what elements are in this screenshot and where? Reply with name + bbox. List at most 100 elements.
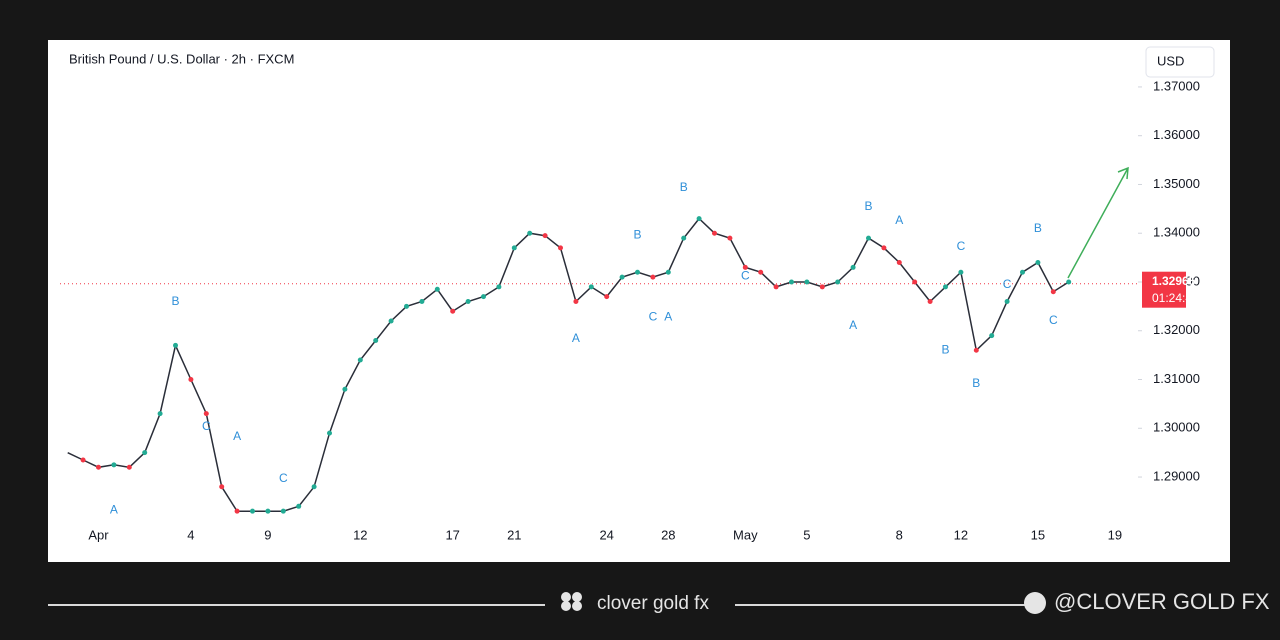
- price-point: [866, 235, 871, 241]
- price-point: [681, 235, 687, 241]
- price-point: [1020, 269, 1025, 275]
- x-tick-label: 24: [599, 527, 613, 542]
- price-point: [558, 245, 563, 251]
- wave-label: C: [1049, 313, 1058, 327]
- x-tick-label: 21: [507, 527, 521, 542]
- wave-label: C: [741, 268, 750, 282]
- wave-label: C: [649, 309, 658, 323]
- price-point: [989, 333, 995, 339]
- price-point: [958, 269, 964, 275]
- price-point: [773, 284, 779, 290]
- clover-icon: [561, 592, 582, 611]
- price-point: [173, 342, 178, 348]
- currency-label: USD: [1157, 53, 1184, 68]
- y-tick-label: 1.37000: [1153, 78, 1200, 93]
- wave-label: C: [957, 239, 966, 253]
- x-tick-label: 12: [954, 527, 968, 542]
- price-point: [927, 298, 933, 304]
- y-tick-label: 1.31000: [1153, 371, 1200, 386]
- price-point: [157, 411, 163, 417]
- price-point: [1066, 279, 1072, 285]
- price-point: [404, 303, 409, 309]
- price-point: [1050, 289, 1056, 295]
- price-point: [835, 279, 841, 285]
- wave-label: B: [1034, 221, 1042, 235]
- price-point: [203, 411, 209, 417]
- x-tick-label: 28: [661, 527, 675, 542]
- price-point: [1004, 298, 1010, 304]
- price-point: [219, 484, 225, 490]
- price-point: [357, 357, 363, 363]
- x-tick-label: 9: [264, 527, 271, 542]
- price-point: [296, 503, 302, 509]
- price-point: [527, 230, 533, 236]
- price-point: [188, 377, 194, 383]
- chart-panel: [48, 40, 1230, 562]
- y-tick-label: 1.32000: [1153, 322, 1200, 337]
- footer-handle: @CLOVER GOLD FX: [1054, 589, 1270, 614]
- wave-label: C: [1003, 277, 1012, 291]
- price-point: [327, 430, 332, 436]
- price-point: [727, 235, 733, 241]
- price-point: [665, 269, 671, 275]
- price-point: [265, 508, 271, 514]
- footer-brand: clover gold fx: [597, 593, 709, 614]
- price-point: [850, 264, 856, 270]
- price-point: [789, 279, 794, 285]
- price-point: [465, 298, 471, 304]
- x-tick-label: 19: [1108, 527, 1122, 542]
- price-point: [712, 230, 717, 236]
- y-tick-label: 1.34000: [1153, 225, 1200, 240]
- price-point: [419, 298, 425, 304]
- y-tick-label: 1.29000: [1153, 468, 1200, 483]
- price-point: [742, 264, 748, 270]
- price-point: [373, 338, 379, 344]
- x-tick-label: 8: [896, 527, 903, 542]
- wave-label: B: [171, 294, 179, 308]
- x-tick-label: 17: [445, 527, 459, 542]
- y-tick-label: 1.35000: [1153, 176, 1200, 191]
- y-tick-label: 1.30000: [1153, 420, 1200, 435]
- wave-label: C: [279, 471, 288, 485]
- x-tick-label: 12: [353, 527, 367, 542]
- price-point: [280, 508, 286, 514]
- wave-label: A: [664, 309, 672, 323]
- price-point: [388, 318, 394, 324]
- price-point: [542, 233, 548, 239]
- wave-label: A: [572, 331, 580, 345]
- last-price-label: 1.32965: [1152, 274, 1196, 288]
- price-point: [912, 279, 918, 285]
- price-point: [80, 457, 86, 463]
- price-point: [234, 508, 240, 514]
- price-point: [588, 284, 594, 290]
- wave-label: B: [972, 376, 980, 390]
- price-line: [67, 217, 1070, 512]
- x-tick-label: Apr: [88, 527, 109, 542]
- price-point: [481, 294, 486, 300]
- price-point: [819, 284, 825, 290]
- wave-label: B: [680, 180, 688, 194]
- price-point: [434, 286, 440, 292]
- x-tick-label: May: [733, 527, 758, 542]
- price-point: [943, 284, 948, 290]
- wave-label: B: [633, 227, 641, 241]
- last-price-box: [1142, 271, 1186, 308]
- price-point: [1035, 259, 1041, 265]
- price-point: [142, 450, 148, 456]
- wave-label: A: [895, 213, 903, 227]
- price-point: [973, 347, 979, 353]
- countdown-label: 01:24:44: [1152, 291, 1199, 305]
- price-point: [96, 464, 101, 470]
- y-tick-label: 1.36000: [1153, 127, 1200, 142]
- price-point: [573, 298, 579, 304]
- price-point: [311, 484, 317, 490]
- price-point: [450, 308, 456, 314]
- wave-label: B: [864, 199, 872, 213]
- price-point: [604, 294, 610, 300]
- price-point: [619, 274, 625, 280]
- x-tick-label: 4: [187, 527, 194, 542]
- currency-box[interactable]: [1145, 46, 1215, 78]
- price-point: [650, 274, 656, 280]
- facebook-icon: [1024, 592, 1046, 614]
- price-point: [111, 462, 117, 468]
